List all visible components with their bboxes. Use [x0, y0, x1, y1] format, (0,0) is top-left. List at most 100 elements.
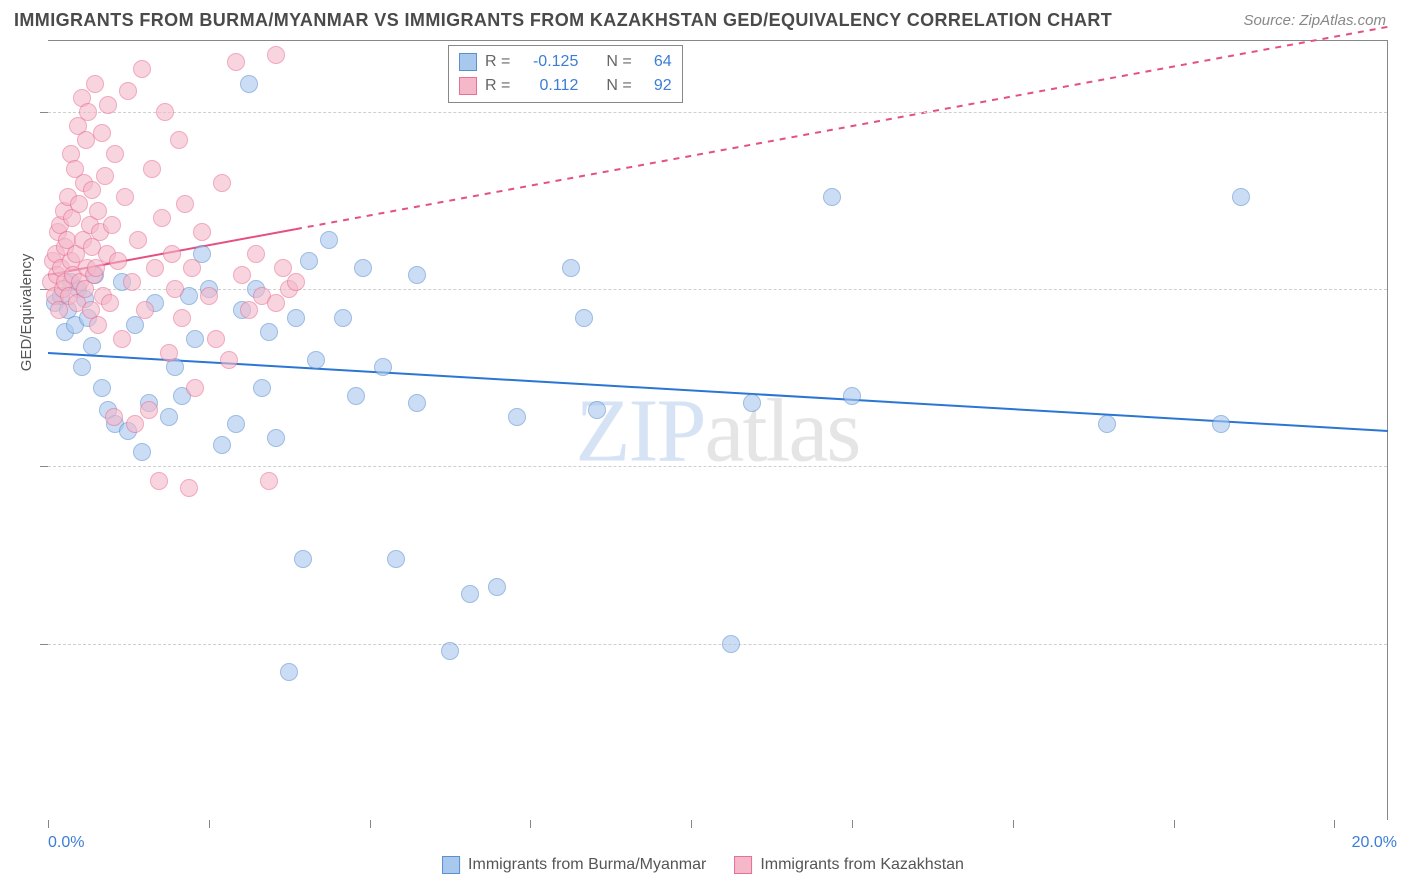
point-kazakhstan — [220, 351, 238, 369]
legend-swatch — [734, 856, 752, 874]
point-kazakhstan — [133, 60, 151, 78]
point-burma — [562, 259, 580, 277]
point-burma — [240, 75, 258, 93]
point-burma — [334, 309, 352, 327]
point-kazakhstan — [105, 408, 123, 426]
point-kazakhstan — [146, 259, 164, 277]
point-kazakhstan — [274, 259, 292, 277]
stats-row: R = -0.125 N = 64 — [459, 50, 672, 74]
x-tick — [48, 820, 49, 828]
point-kazakhstan — [287, 273, 305, 291]
y-tick — [40, 112, 48, 113]
point-kazakhstan — [200, 287, 218, 305]
stats-n-label: N = — [606, 77, 631, 95]
x-tick — [1334, 820, 1335, 828]
point-kazakhstan — [113, 330, 131, 348]
x-tick — [1174, 820, 1175, 828]
point-kazakhstan — [267, 46, 285, 64]
point-kazakhstan — [123, 273, 141, 291]
point-kazakhstan — [207, 330, 225, 348]
x-tick — [1013, 820, 1014, 828]
stats-r-value: 0.112 — [518, 77, 578, 95]
point-kazakhstan — [136, 301, 154, 319]
gridline — [48, 644, 1387, 645]
point-burma — [823, 188, 841, 206]
point-burma — [1212, 415, 1230, 433]
point-kazakhstan — [89, 316, 107, 334]
x-tick — [370, 820, 371, 828]
stats-row: R =0.112N =92 — [459, 74, 672, 98]
point-burma — [387, 550, 405, 568]
stats-r-label: R = — [485, 53, 510, 71]
point-kazakhstan — [160, 344, 178, 362]
gridline — [48, 112, 1387, 113]
point-burma — [408, 394, 426, 412]
legend-swatch — [442, 856, 460, 874]
legend-label: Immigrants from Burma/Myanmar — [468, 856, 706, 874]
point-kazakhstan — [186, 379, 204, 397]
x-tick — [691, 820, 692, 828]
point-kazakhstan — [109, 252, 127, 270]
point-kazakhstan — [129, 231, 147, 249]
point-kazakhstan — [119, 82, 137, 100]
stats-n-value: 92 — [640, 77, 672, 95]
point-kazakhstan — [83, 181, 101, 199]
point-kazakhstan — [156, 103, 174, 121]
point-kazakhstan — [260, 472, 278, 490]
stats-swatch — [459, 53, 477, 71]
chart-container: IMMIGRANTS FROM BURMA/MYANMAR VS IMMIGRA… — [0, 0, 1406, 892]
point-kazakhstan — [106, 145, 124, 163]
point-burma — [575, 309, 593, 327]
point-burma — [408, 266, 426, 284]
point-burma — [1232, 188, 1250, 206]
point-kazakhstan — [213, 174, 231, 192]
point-burma — [354, 259, 372, 277]
point-kazakhstan — [150, 472, 168, 490]
point-kazakhstan — [166, 280, 184, 298]
point-kazakhstan — [101, 294, 119, 312]
point-burma — [267, 429, 285, 447]
gridline — [48, 466, 1387, 467]
legend-label: Immigrants from Kazakhstan — [760, 856, 964, 874]
point-burma — [83, 337, 101, 355]
point-kazakhstan — [170, 131, 188, 149]
stats-n-label: N = — [606, 53, 631, 71]
point-kazakhstan — [93, 124, 111, 142]
y-axis-title: GED/Equivalency — [18, 254, 35, 372]
point-burma — [508, 408, 526, 426]
plot-inner: 62.5%75.0%87.5%100.0% — [48, 41, 1387, 820]
stats-n-value: 64 — [640, 53, 672, 71]
point-kazakhstan — [116, 188, 134, 206]
point-kazakhstan — [183, 259, 201, 277]
point-kazakhstan — [267, 294, 285, 312]
stats-swatch — [459, 77, 477, 95]
point-burma — [441, 642, 459, 660]
x-axis-max-label: 20.0% — [1352, 834, 1397, 852]
point-burma — [294, 550, 312, 568]
point-kazakhstan — [79, 103, 97, 121]
chart-title: IMMIGRANTS FROM BURMA/MYANMAR VS IMMIGRA… — [14, 10, 1112, 31]
point-burma — [488, 578, 506, 596]
point-burma — [307, 351, 325, 369]
point-kazakhstan — [96, 167, 114, 185]
point-kazakhstan — [173, 309, 191, 327]
point-burma — [374, 358, 392, 376]
point-kazakhstan — [126, 415, 144, 433]
point-burma — [588, 401, 606, 419]
point-burma — [280, 663, 298, 681]
point-burma — [300, 252, 318, 270]
legend: Immigrants from Burma/Myanmar Immigrants … — [442, 856, 964, 874]
point-burma — [461, 585, 479, 603]
point-kazakhstan — [176, 195, 194, 213]
point-burma — [160, 408, 178, 426]
point-kazakhstan — [247, 245, 265, 263]
point-kazakhstan — [70, 195, 88, 213]
point-kazakhstan — [233, 266, 251, 284]
point-kazakhstan — [89, 202, 107, 220]
point-burma — [186, 330, 204, 348]
point-kazakhstan — [153, 209, 171, 227]
stats-r-value: -0.125 — [518, 53, 578, 71]
point-kazakhstan — [143, 160, 161, 178]
point-burma — [1098, 415, 1116, 433]
x-tick — [209, 820, 210, 828]
